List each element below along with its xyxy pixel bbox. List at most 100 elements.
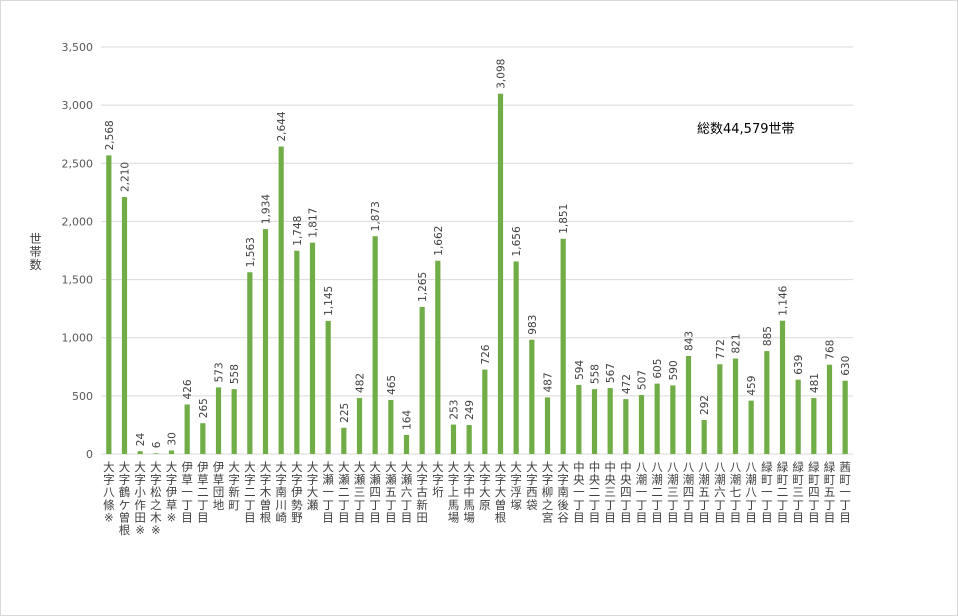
- category-label-char: 潮: [636, 473, 648, 487]
- data-label: 482: [355, 373, 367, 393]
- category-label-char: 目: [369, 510, 381, 524]
- category-label-char: ケ: [119, 498, 131, 512]
- bar: [356, 397, 363, 454]
- category-label-char: 五: [385, 485, 397, 499]
- category-label-char: 目: [401, 510, 413, 524]
- bars: [106, 93, 848, 454]
- category-label-char: 字: [495, 473, 507, 487]
- category-label-char: 潮: [667, 473, 679, 487]
- category-label-char: 伊: [166, 485, 178, 499]
- data-label: 292: [699, 395, 711, 415]
- category-label-char: ※: [151, 523, 161, 537]
- category-label-char: 目: [589, 510, 601, 524]
- category-label-char: 目: [197, 510, 209, 524]
- category-label-char: 大: [134, 460, 146, 474]
- y-tick-label: 2,500: [62, 157, 94, 170]
- category-label-char: 曽: [260, 498, 272, 512]
- total-annotation: 総数44,579世帯: [697, 122, 795, 137]
- category-label-char: 字: [557, 473, 569, 487]
- data-label: 639: [793, 355, 805, 375]
- data-label: 426: [182, 379, 194, 399]
- bar: [372, 236, 378, 454]
- data-label: 1,656: [511, 226, 523, 256]
- category-label-char: 丁: [181, 498, 193, 512]
- bar: [341, 427, 347, 454]
- category-label-char: 西: [526, 485, 538, 499]
- category-label-char: 之: [542, 498, 554, 512]
- category-label-char: 古: [416, 485, 428, 499]
- bar: [388, 399, 394, 454]
- category-label-char: 大: [322, 460, 334, 474]
- category-label-char: 目: [651, 510, 663, 524]
- category-label-char: 垳: [432, 485, 444, 499]
- data-label: 481: [809, 373, 821, 393]
- data-label: 821: [731, 333, 743, 353]
- category-label-char: 目: [620, 510, 632, 524]
- category-label-char: 丁: [730, 498, 742, 512]
- category-label-char: 大: [401, 460, 413, 474]
- category-label-char: 二: [338, 485, 350, 499]
- category-label-char: 浮: [510, 485, 522, 499]
- category-label-char: 一: [636, 485, 648, 499]
- category-label-char: 小: [134, 485, 146, 499]
- category-label-char: 字: [510, 473, 522, 487]
- data-label: 487: [543, 372, 555, 392]
- category-label-char: 丁: [338, 498, 350, 512]
- category-label-char: 一: [181, 485, 193, 499]
- category-label-char: 根: [119, 523, 131, 537]
- category-label-char: 丁: [824, 498, 836, 512]
- bar: [544, 397, 551, 454]
- category-label-char: 二: [197, 485, 209, 499]
- category-label-char: 八: [714, 460, 726, 474]
- category-label-char: 二: [589, 485, 601, 499]
- category-label-char: 宮: [542, 510, 554, 524]
- category-label-char: 町: [839, 473, 851, 487]
- bar: [842, 380, 848, 454]
- data-label: 558: [590, 364, 602, 384]
- category-label-char: 大: [479, 460, 491, 474]
- bar: [262, 229, 269, 454]
- category-label-char: 目: [808, 510, 820, 524]
- category-label-char: 字: [526, 473, 538, 487]
- category-label-char: 町: [824, 473, 836, 487]
- data-label: 630: [840, 356, 852, 376]
- bar: [717, 364, 723, 454]
- category-label-char: 丁: [792, 498, 804, 512]
- data-label: 1,662: [433, 226, 445, 256]
- category-label-char: 緑: [824, 460, 836, 474]
- data-label: 843: [684, 331, 696, 351]
- bar: [654, 383, 660, 454]
- category-label-char: 丁: [683, 498, 695, 512]
- category-label-char: 大: [385, 460, 397, 474]
- category-label-char: 大: [463, 460, 475, 474]
- category-label-char: 丁: [573, 498, 585, 512]
- category-label-char: 伊: [197, 460, 209, 474]
- bar: [826, 364, 833, 454]
- data-label: 164: [402, 410, 414, 430]
- category-label-char: 六: [714, 485, 726, 499]
- category-label-char: 大: [448, 460, 460, 474]
- category-label-char: 丁: [385, 498, 397, 512]
- category-label-char: 字: [119, 473, 131, 487]
- category-label-char: 鶴: [119, 485, 131, 499]
- category-label-char: 新: [416, 498, 428, 512]
- category-label-char: 丁: [777, 498, 789, 512]
- y-tick-label: 1,000: [62, 332, 94, 345]
- category-label-char: ※: [135, 523, 145, 537]
- category-label-char: 四: [369, 485, 381, 499]
